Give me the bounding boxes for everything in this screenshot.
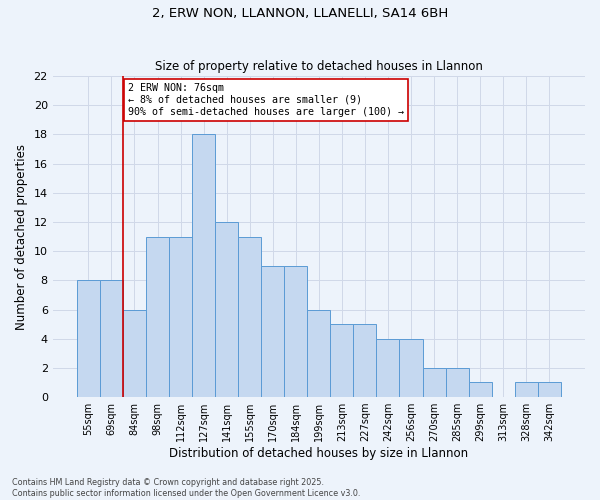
Bar xyxy=(307,310,331,397)
Bar xyxy=(100,280,123,397)
Text: 2, ERW NON, LLANNON, LLANELLI, SA14 6BH: 2, ERW NON, LLANNON, LLANELLI, SA14 6BH xyxy=(152,8,448,20)
Bar xyxy=(123,310,146,397)
Bar xyxy=(261,266,284,397)
X-axis label: Distribution of detached houses by size in Llannon: Distribution of detached houses by size … xyxy=(169,447,469,460)
Bar xyxy=(238,236,261,397)
Bar xyxy=(215,222,238,397)
Bar xyxy=(446,368,469,397)
Bar xyxy=(515,382,538,397)
Text: 2 ERW NON: 76sqm
← 8% of detached houses are smaller (9)
90% of semi-detached ho: 2 ERW NON: 76sqm ← 8% of detached houses… xyxy=(128,84,404,116)
Bar xyxy=(331,324,353,397)
Text: Contains HM Land Registry data © Crown copyright and database right 2025.
Contai: Contains HM Land Registry data © Crown c… xyxy=(12,478,361,498)
Title: Size of property relative to detached houses in Llannon: Size of property relative to detached ho… xyxy=(155,60,483,74)
Bar xyxy=(400,338,422,397)
Bar xyxy=(169,236,192,397)
Bar xyxy=(284,266,307,397)
Bar xyxy=(353,324,376,397)
Bar xyxy=(376,338,400,397)
Bar xyxy=(77,280,100,397)
Bar xyxy=(422,368,446,397)
Bar xyxy=(192,134,215,397)
Y-axis label: Number of detached properties: Number of detached properties xyxy=(15,144,28,330)
Bar xyxy=(538,382,561,397)
Bar xyxy=(146,236,169,397)
Bar xyxy=(469,382,491,397)
